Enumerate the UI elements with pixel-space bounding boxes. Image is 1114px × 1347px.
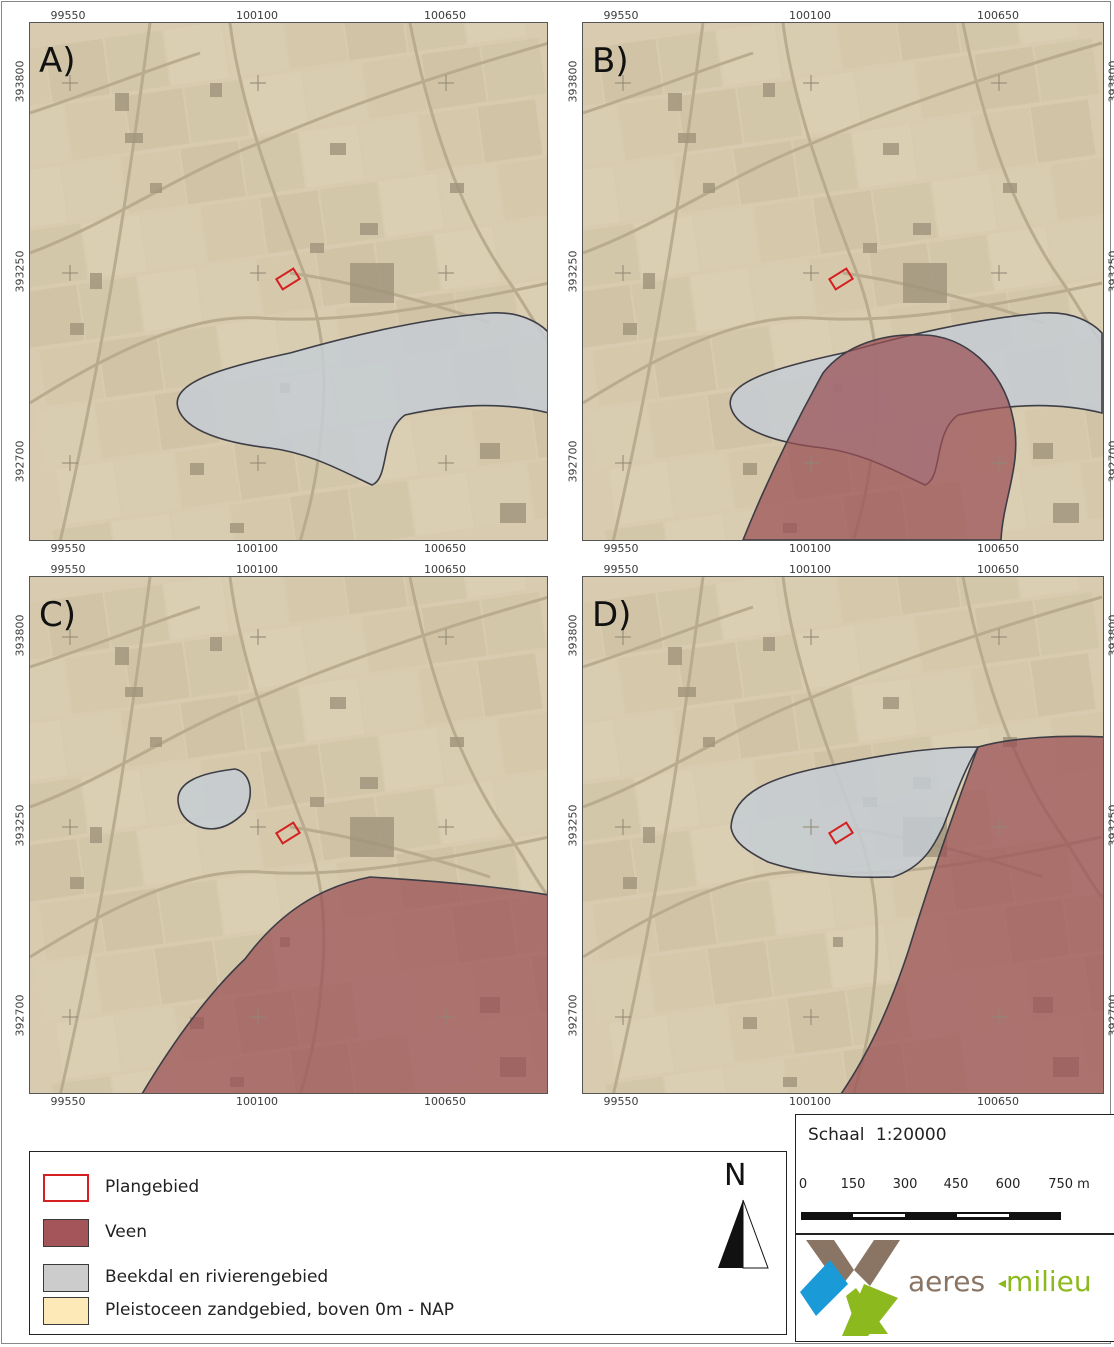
north-arrow: N: [716, 1158, 772, 1270]
coordinate-label: 100650: [424, 9, 466, 22]
map-panel-d: D): [582, 576, 1104, 1094]
coordinate-label: 100100: [236, 1095, 278, 1108]
scale-tick: 150: [840, 1177, 866, 1192]
coordinate-label: 393250: [13, 250, 27, 293]
coordinate-label: 100650: [977, 9, 1019, 22]
logo-text-aeres: aeres: [908, 1265, 986, 1298]
plangebied-outline: [827, 267, 855, 291]
coordinate-label: 99550: [603, 542, 639, 555]
veen-area: [742, 334, 1017, 540]
panel-label: B): [592, 41, 629, 81]
coordinate-label: 100650: [977, 563, 1019, 576]
coordinate-label: 393250: [566, 804, 580, 847]
coordinate-label: 100650: [424, 1095, 466, 1108]
coordinate-label: 393800: [566, 614, 580, 657]
scale-tick: 750 m: [1048, 1177, 1090, 1192]
scale-tick: 450: [943, 1177, 969, 1192]
panel-label: C): [39, 595, 77, 635]
coordinate-label: 100650: [424, 563, 466, 576]
coordinate-label: 393800: [566, 60, 580, 103]
coordinate-label: 99550: [603, 563, 639, 576]
map-panel-c: C): [29, 576, 548, 1094]
beekdal-area: [176, 312, 547, 486]
aeres-milieu-logo: [800, 1240, 900, 1336]
coordinate-label: 100100: [789, 542, 831, 555]
north-arrow-label: N: [724, 1158, 747, 1193]
coordinate-label: 100650: [977, 542, 1019, 555]
coordinate-label: 99550: [603, 1095, 639, 1108]
legend-label: Beekdal en rivierengebied: [105, 1267, 329, 1287]
coordinate-label: 393250: [1106, 250, 1114, 293]
plangebied-outline: [827, 821, 855, 845]
legend-swatch-beekdal: [43, 1264, 89, 1292]
map-canvas: [30, 23, 547, 540]
coordinate-label: 392700: [566, 440, 580, 483]
coordinate-label: 393250: [1106, 804, 1114, 847]
beekdal-area: [730, 746, 980, 879]
plangebied-outline: [274, 267, 302, 291]
scale-tick: 0: [798, 1177, 808, 1192]
legend-swatch-pleistoceen: [43, 1297, 89, 1325]
scale-title-text: Schaal: [808, 1125, 865, 1145]
map-canvas: [583, 23, 1103, 540]
coordinate-label: 393800: [1106, 60, 1114, 103]
map-panel-b: B): [582, 22, 1104, 541]
coordinate-label: 393800: [13, 60, 27, 103]
north-arrow-icon: [718, 1199, 769, 1269]
coordinate-label: 393800: [13, 614, 27, 657]
panel-label: D): [592, 595, 632, 635]
coordinate-label: 392700: [566, 994, 580, 1037]
plangebied-outline: [274, 821, 302, 845]
veen-area: [141, 876, 547, 1093]
scale-bar: [801, 1212, 1061, 1220]
map-canvas: [30, 577, 547, 1093]
coordinate-label: 100100: [789, 1095, 831, 1108]
scale-title: Schaal 1:20000: [808, 1125, 947, 1145]
coordinate-label: 99550: [50, 563, 86, 576]
coordinate-label: 393800: [1106, 614, 1114, 657]
coordinate-label: 100650: [424, 542, 466, 555]
coordinate-label: 99550: [50, 542, 86, 555]
logo-box: aeres ◂milieu: [795, 1234, 1114, 1342]
coordinate-label: 100100: [236, 9, 278, 22]
coordinate-label: 100650: [977, 1095, 1019, 1108]
legend: Plangebied Veen Beekdal en rivierengebie…: [29, 1151, 787, 1335]
scale-tick: 600: [995, 1177, 1021, 1192]
beekdal-area: [177, 768, 251, 830]
legend-swatch-plangebied: [43, 1174, 89, 1202]
logo-text-milieu: milieu: [1006, 1265, 1092, 1298]
coordinate-label: 393250: [13, 804, 27, 847]
map-canvas: [583, 577, 1103, 1093]
legend-label: Veen: [105, 1222, 148, 1242]
panel-label: A): [39, 41, 76, 81]
coordinate-label: 99550: [50, 1095, 86, 1108]
scale-ratio: 1:20000: [875, 1125, 947, 1145]
map-panel-a: A): [29, 22, 548, 541]
coordinate-label: 392700: [13, 994, 27, 1037]
coordinate-label: 392700: [13, 440, 27, 483]
legend-swatch-veen: [43, 1219, 89, 1247]
coordinate-label: 100100: [236, 563, 278, 576]
coordinate-label: 392700: [1106, 994, 1114, 1037]
scale-box: Schaal 1:20000 0 150 300 450 600 750 m: [795, 1114, 1114, 1234]
logo-text: aeres ◂milieu: [908, 1265, 1092, 1298]
veen-area: [840, 735, 1103, 1093]
coordinate-label: 392700: [1106, 440, 1114, 483]
scale-tick: 300: [892, 1177, 918, 1192]
coordinate-label: 393250: [566, 250, 580, 293]
logo-arrow-icon: ◂: [998, 1273, 1007, 1292]
legend-label: Pleistoceen zandgebied, boven 0m - NAP: [105, 1300, 455, 1320]
coordinate-label: 99550: [603, 9, 639, 22]
coordinate-label: 100100: [789, 563, 831, 576]
legend-label: Plangebied: [105, 1177, 200, 1197]
coordinate-label: 99550: [50, 9, 86, 22]
coordinate-label: 100100: [789, 9, 831, 22]
coordinate-label: 100100: [236, 542, 278, 555]
